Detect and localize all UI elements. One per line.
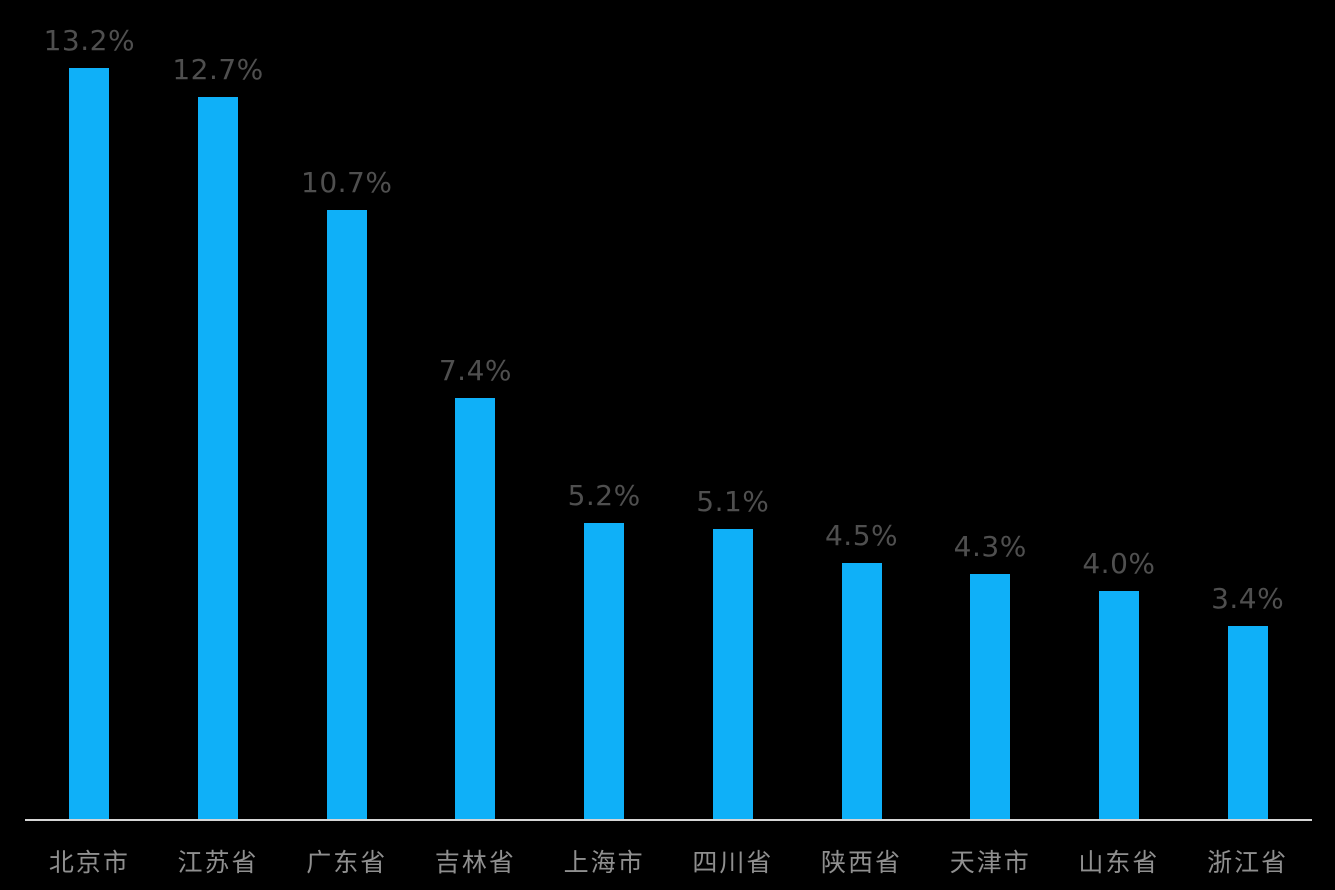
bar-value-label: 13.2% (43, 24, 136, 57)
x-tick-label: 江苏省 (177, 848, 259, 877)
x-tick-label: 山东省 (1078, 848, 1160, 877)
bar-value-label: 5.2% (567, 479, 641, 512)
x-tick-label: 浙江省 (1207, 848, 1289, 877)
bar (455, 398, 496, 819)
x-tick-label: 北京市 (48, 848, 130, 877)
bar (712, 529, 753, 819)
bar (970, 574, 1011, 819)
x-tick-label: 广东省 (306, 848, 388, 877)
bar (841, 563, 882, 819)
plot-area: 13.2% 12.7% 10.7% 7.4% 5.2% 5.1% 4.5% 4.3% 4.0% 3… (25, 0, 1312, 821)
x-tick-label: 四川省 (692, 848, 774, 877)
bar (1227, 626, 1268, 819)
bar (198, 97, 239, 819)
bar-value-label: 12.7% (172, 53, 264, 86)
bar (1098, 591, 1139, 819)
bar-value-label: 4.5% (824, 519, 899, 552)
bar-value-label: 4.3% (953, 530, 1027, 563)
bar-value-label: 7.4% (438, 354, 513, 387)
bar-value-label: 10.7% (301, 166, 393, 199)
x-tick-label: 上海市 (563, 848, 645, 877)
bar (69, 68, 110, 819)
x-axis: 北京市 江苏省 广东省 吉林省 上海市 四川省 陕西省 天津市 山东省 浙江省 (25, 821, 1312, 890)
bar-value-label: 4.0% (1082, 547, 1156, 580)
x-tick-label: 吉林省 (434, 848, 516, 877)
x-tick-label: 天津市 (949, 848, 1031, 877)
x-tick-label: 陕西省 (821, 848, 903, 877)
bar (326, 210, 367, 819)
bar-value-label: 5.1% (696, 485, 770, 518)
bar-value-label: 3.4% (1211, 582, 1285, 615)
bar (584, 523, 625, 819)
